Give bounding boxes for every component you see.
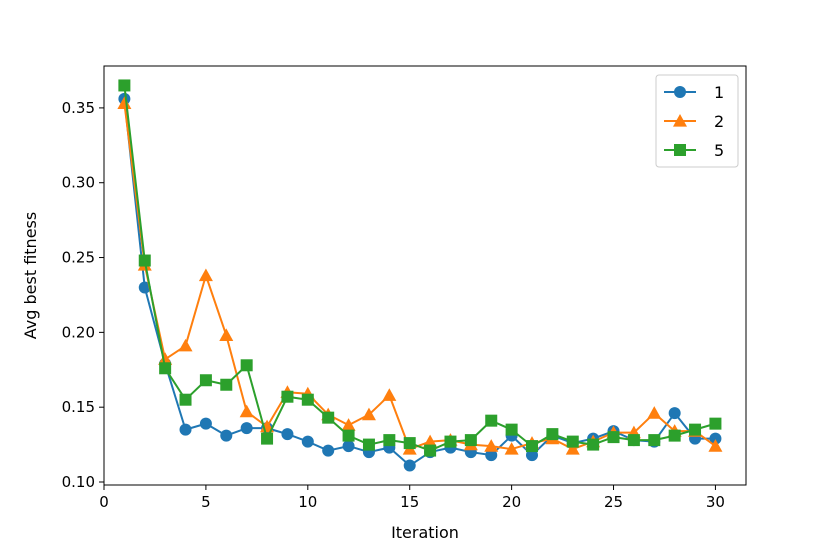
legend-entry-5: 5 <box>664 141 724 160</box>
series-5-point <box>505 423 518 436</box>
series-5-point <box>362 438 375 451</box>
series-5-point <box>342 429 355 442</box>
series-5-point <box>281 390 294 403</box>
series-2-point <box>178 338 193 352</box>
y-tick-label: 0.35 <box>62 99 95 117</box>
series-5-point <box>138 254 151 267</box>
x-tick-label: 5 <box>201 493 211 511</box>
series-2-point <box>647 406 662 419</box>
series-2-point <box>382 388 397 401</box>
y-tick-label: 0.30 <box>62 174 95 192</box>
series-5-point <box>322 411 335 424</box>
series-5-point <box>383 434 396 447</box>
series-5-point <box>689 423 702 436</box>
series-5-point <box>301 393 314 406</box>
x-tick-label: 30 <box>706 493 725 511</box>
series-1-point <box>668 407 681 420</box>
legend-entry-1: 1 <box>664 83 724 102</box>
series-2-point <box>219 328 234 341</box>
legend-entry-2: 2 <box>664 112 724 131</box>
series-2-point <box>361 407 376 421</box>
series-1-point <box>485 449 498 462</box>
y-tick-label: 0.25 <box>62 249 95 267</box>
series-5-point <box>627 434 640 447</box>
series-1-point <box>301 435 314 448</box>
x-axis-ticks: 0 5 10 15 20 25 30 <box>99 485 725 511</box>
series-2-point <box>504 442 519 455</box>
x-axis-label: Iteration <box>391 523 459 542</box>
legend-label: 1 <box>714 83 724 102</box>
series-1-point <box>403 459 416 472</box>
series-1-point <box>281 428 294 441</box>
y-tick-label: 0.20 <box>62 323 95 341</box>
series-5 <box>118 79 722 457</box>
series-5-point <box>261 432 274 445</box>
series-2-point <box>117 96 132 110</box>
series-5-point <box>118 79 131 92</box>
series-2-point <box>565 442 580 455</box>
legend-marker <box>674 144 686 156</box>
series-5-point <box>648 434 661 447</box>
series-5-point <box>199 374 212 387</box>
y-axis-label: Avg best fitness <box>21 212 40 339</box>
series-5-point <box>485 414 498 427</box>
series-5-point <box>709 417 722 430</box>
series-1-point <box>179 423 192 436</box>
series-1-point <box>138 281 151 294</box>
series-5-point <box>526 440 538 453</box>
x-tick-label: 25 <box>604 493 623 511</box>
legend-marker <box>674 86 686 98</box>
series-5-point <box>179 393 192 406</box>
series-5-point <box>159 362 172 375</box>
y-tick-label: 0.10 <box>62 473 95 491</box>
series-1-point <box>342 440 355 453</box>
x-tick-label: 15 <box>400 493 419 511</box>
x-tick-label: 20 <box>502 493 521 511</box>
legend: 1 2 5 <box>655 74 739 168</box>
series-5-point <box>220 378 233 391</box>
series-2-point <box>239 404 254 418</box>
x-tick-label: 0 <box>99 493 109 511</box>
series-1-point <box>199 417 212 430</box>
series-5-point <box>424 444 437 457</box>
series-1-point <box>220 429 233 442</box>
series-5-point <box>464 434 477 447</box>
series-5-point <box>587 438 600 451</box>
series-2-point <box>341 418 356 431</box>
series-5-point <box>566 435 579 448</box>
y-axis-ticks: 0.10 0.15 0.20 0.25 0.30 0.35 <box>62 99 104 491</box>
series-2-point <box>423 434 438 448</box>
series-2-point <box>198 268 213 282</box>
series-2-point <box>708 439 723 452</box>
series-1-point <box>240 422 253 435</box>
series-5-point <box>444 435 457 448</box>
legend-marker <box>673 114 687 127</box>
series-5-point <box>607 431 620 444</box>
series-5-point <box>668 429 681 442</box>
series-2-point <box>158 352 173 365</box>
series-2-point <box>484 439 499 452</box>
x-tick-label: 10 <box>298 493 317 511</box>
series-5-point <box>240 359 253 372</box>
series-5-point <box>546 428 559 441</box>
series-1-point <box>709 432 722 445</box>
series-layer <box>117 79 723 472</box>
axes-frame <box>103 65 747 486</box>
series-5-point <box>403 437 416 450</box>
series-1-point <box>322 444 335 457</box>
legend-label: 2 <box>714 112 724 131</box>
y-tick-label: 0.15 <box>62 398 95 416</box>
legend-label: 5 <box>714 141 724 160</box>
